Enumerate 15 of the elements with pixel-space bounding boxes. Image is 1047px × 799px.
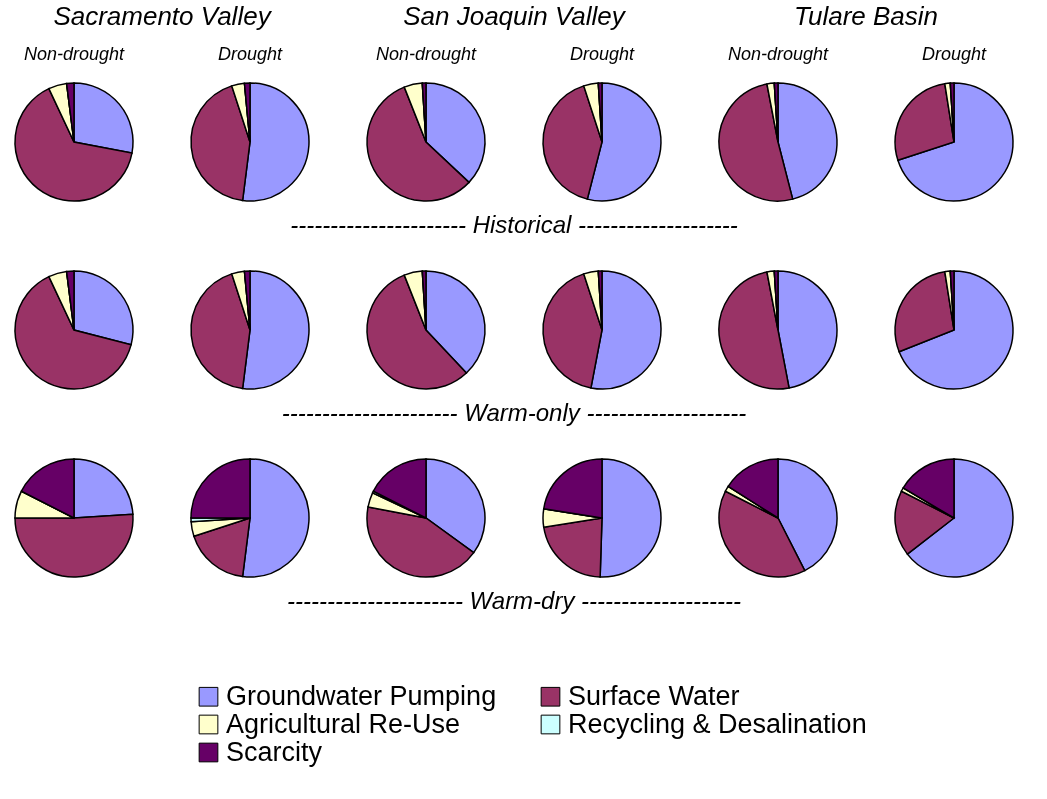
text: ---------------------- Warm-dry -------------------- <box>287 587 741 614</box>
chart-subtitle: Drought <box>921 44 988 64</box>
legend-label: Recycling & Desalination <box>568 708 867 739</box>
text: ---------------------- Warm-only -------------------- <box>281 399 747 426</box>
chart-subtitle: Non-drought <box>375 44 478 64</box>
chart-subtitle: Non-drought <box>23 44 126 64</box>
chart-title: San Joaquin Valley <box>403 1 627 31</box>
legend-label: Groundwater Pumping <box>226 680 497 711</box>
text: ---------------------- Historical -------------------- <box>290 211 738 238</box>
chart-subtitle: Non-drought <box>727 44 830 64</box>
legend-label: Surface Water <box>568 680 740 711</box>
chart-subtitle: Drought <box>217 44 284 64</box>
chart-title: Sacramento Valley <box>53 1 273 31</box>
chart-title: Tulare Basin <box>793 1 939 31</box>
chart-subtitle: Drought <box>569 44 636 64</box>
